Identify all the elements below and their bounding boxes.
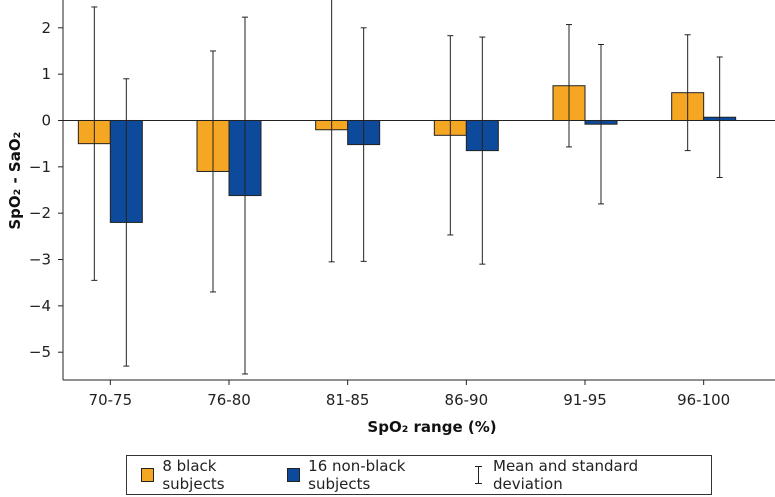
- y-tick-label: −2: [29, 204, 51, 222]
- x-axis-title: SpO₂ range (%): [367, 418, 496, 436]
- legend-label-black: 8 black subjects: [162, 457, 225, 493]
- legend-item-nonblack: 16 non-black subjects: [286, 457, 464, 493]
- x-tick-label: 86-90: [445, 391, 489, 409]
- legend-item-errorbar: Mean and standard deviation: [474, 457, 701, 493]
- x-tick-label: 76-80: [207, 391, 251, 409]
- x-tick-label: 70-75: [89, 391, 133, 409]
- y-axis-title: SpO₂ - SaO₂: [6, 132, 24, 230]
- x-tick-label: 96-100: [677, 391, 730, 409]
- y-tick-label: 2: [41, 19, 51, 37]
- legend-swatch-nonblack: [286, 468, 301, 482]
- legend-swatch-black: [141, 468, 155, 482]
- legend-label-nonblack: 16 non-black subjects: [308, 457, 406, 493]
- y-tick-label: 0: [41, 111, 51, 129]
- x-tick-label: 91-95: [563, 391, 607, 409]
- y-tick-label: −3: [29, 251, 51, 269]
- y-tick-label: 1: [41, 65, 51, 83]
- y-tick-label: −5: [29, 343, 51, 361]
- y-tick-label: −1: [29, 158, 51, 176]
- legend-label-errorbar: Mean and standard deviation: [493, 457, 639, 493]
- y-tick-label: −4: [29, 297, 51, 315]
- error-bar-icon: [474, 466, 483, 484]
- x-tick-label: 81-85: [326, 391, 370, 409]
- legend-item-black: 8 black subjects: [141, 457, 277, 493]
- chart-legend: 8 black subjects 16 non-black subjects M…: [126, 455, 712, 495]
